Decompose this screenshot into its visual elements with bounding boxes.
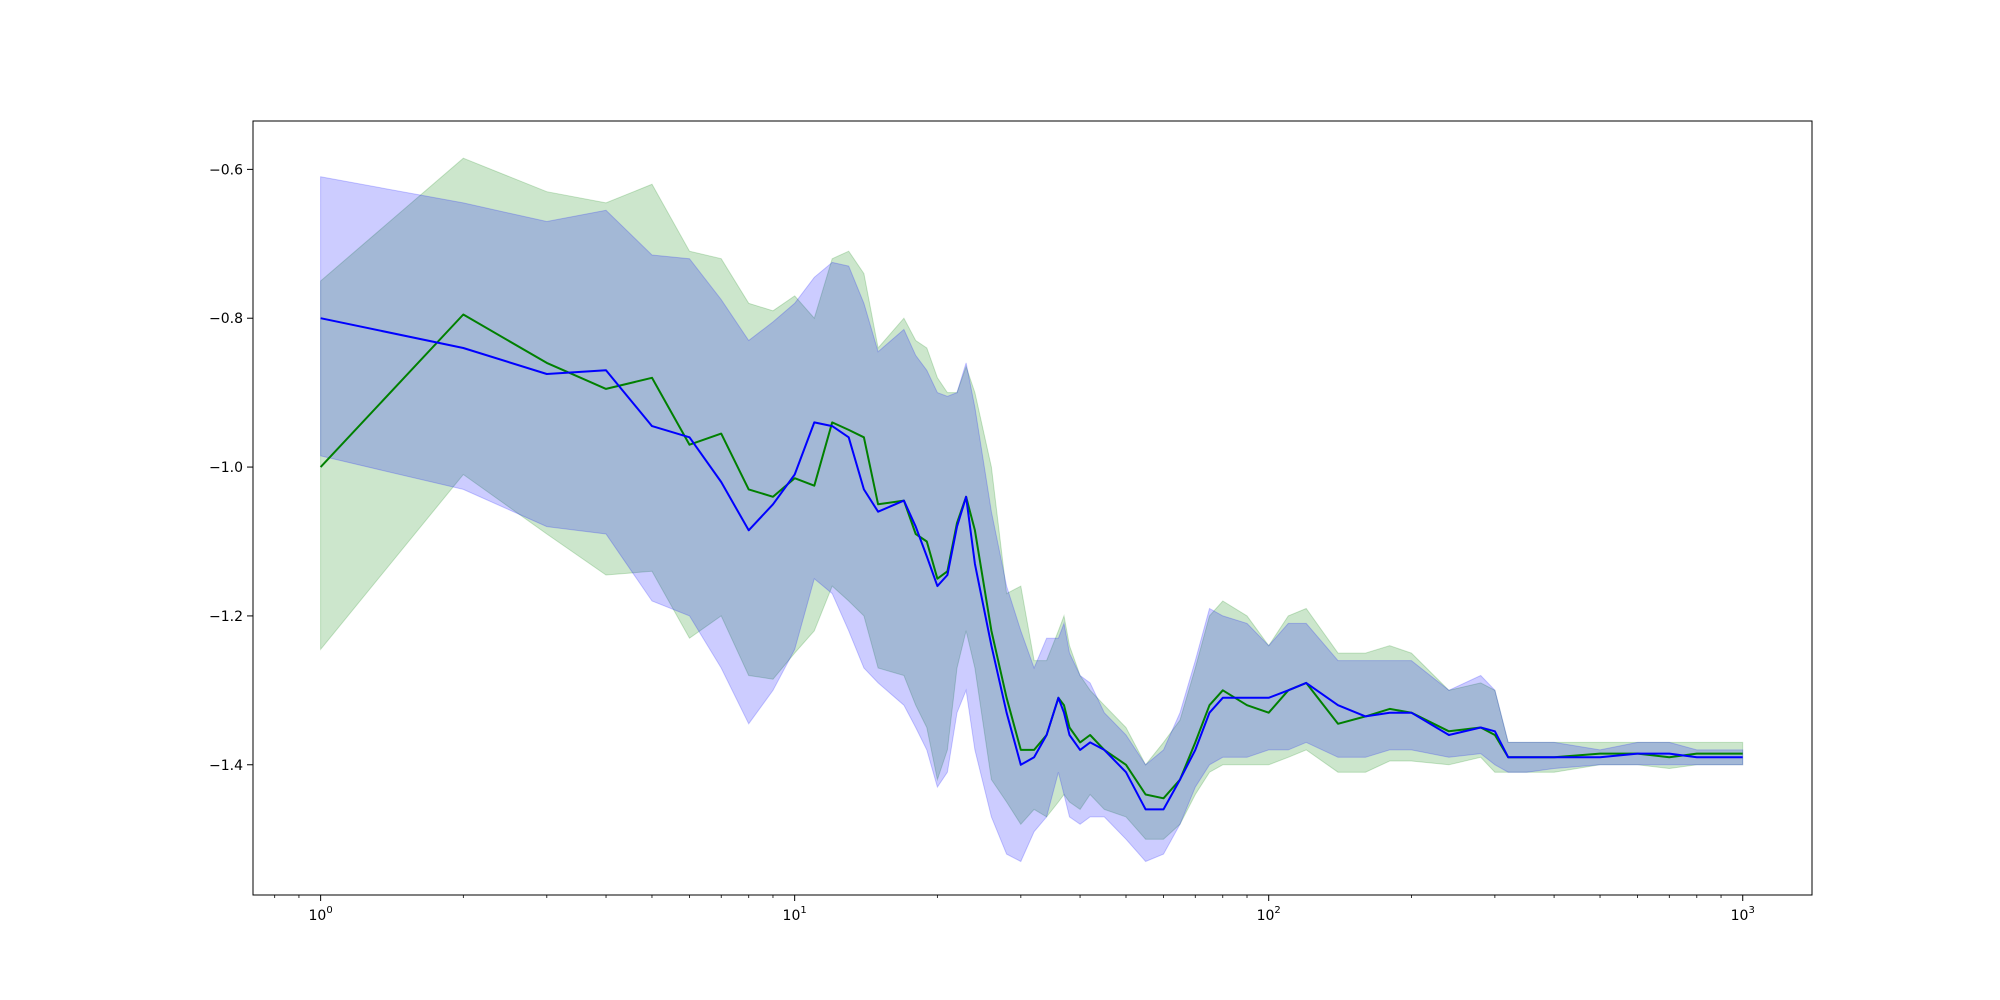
x-axis: 100 101 102 103	[274, 895, 1755, 924]
y-axis: −0.6 −0.8 −1.0 −1.2 −1.4	[209, 162, 253, 774]
y-tick-label: −1.2	[209, 609, 243, 625]
series-2-line	[320, 317, 1743, 811]
x-tick-label: 102	[1257, 905, 1281, 924]
y-tick-label: −0.8	[209, 311, 243, 327]
x-tick-label: 101	[783, 905, 807, 924]
series-1-band	[320, 157, 1744, 840]
confidence-bands	[320, 157, 1744, 863]
series-lines	[319, 313, 1743, 811]
x-tick-label: 100	[309, 905, 333, 924]
series-2-band	[320, 176, 1744, 863]
x-tick-label: 103	[1731, 905, 1755, 924]
plot-frame	[252, 120, 1813, 896]
y-tick-label: −0.6	[209, 162, 243, 178]
y-tick-label: −1.0	[209, 460, 243, 476]
series-1-line	[319, 313, 1743, 800]
y-tick-label: −1.4	[209, 758, 243, 774]
